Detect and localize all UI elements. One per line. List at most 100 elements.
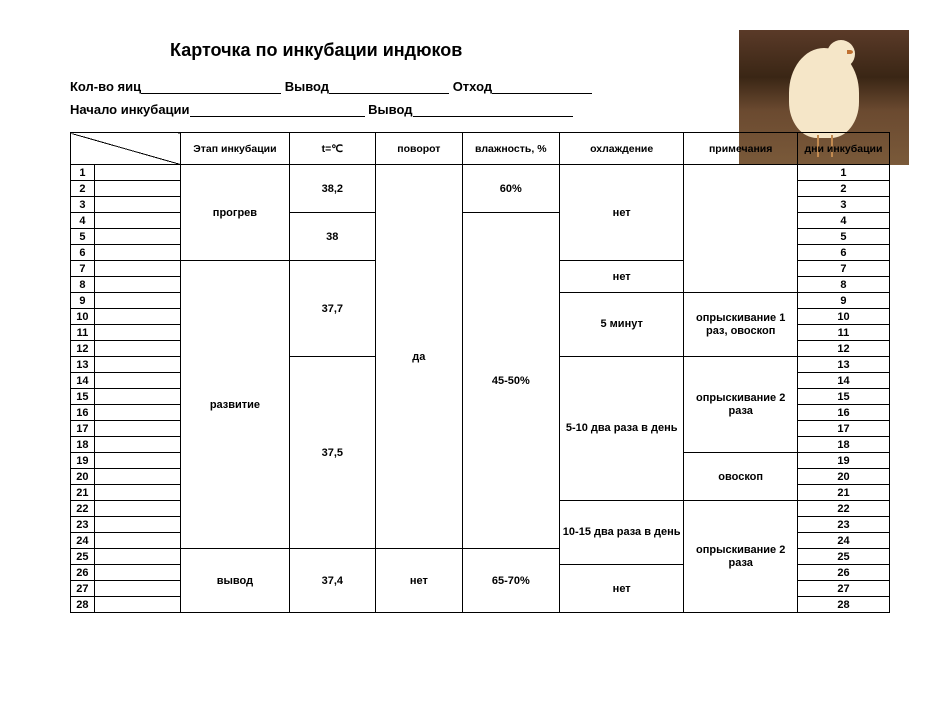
day-cell: 13 — [797, 357, 889, 373]
day-cell: 12 — [797, 341, 889, 357]
day-cell: 17 — [797, 421, 889, 437]
date-cell[interactable] — [94, 261, 181, 277]
cool-no-3: нет — [559, 565, 683, 613]
waste-label: Отход — [453, 79, 492, 94]
day-cell: 24 — [797, 533, 889, 549]
date-cell[interactable] — [94, 165, 181, 181]
stage-hatch: вывод — [181, 549, 289, 613]
day-cell: 2 — [797, 181, 889, 197]
eggs-field[interactable] — [141, 80, 281, 94]
waste-field[interactable] — [492, 80, 592, 94]
idx-cell: 24 — [71, 533, 95, 549]
humid-4550: 45-50% — [462, 213, 559, 549]
hatch-field[interactable] — [329, 80, 449, 94]
cool-no-1: нет — [559, 165, 683, 261]
date-cell[interactable] — [94, 229, 181, 245]
date-cell[interactable] — [94, 341, 181, 357]
table-row: 1 прогрев 38,2 да 60% нет 1 — [71, 165, 890, 181]
day-cell: 16 — [797, 405, 889, 421]
date-cell[interactable] — [94, 485, 181, 501]
date-cell[interactable] — [94, 197, 181, 213]
day-cell: 20 — [797, 469, 889, 485]
date-cell[interactable] — [94, 517, 181, 533]
day-cell: 19 — [797, 453, 889, 469]
hatch2-field[interactable] — [413, 103, 573, 117]
idx-cell: 21 — [71, 485, 95, 501]
day-cell: 11 — [797, 325, 889, 341]
eggs-label: Кол-во яиц — [70, 79, 141, 94]
start-field[interactable] — [190, 103, 365, 117]
date-cell[interactable] — [94, 309, 181, 325]
idx-cell: 19 — [71, 453, 95, 469]
idx-cell: 9 — [71, 293, 95, 309]
turn-no: нет — [376, 549, 463, 613]
cool-no-2: нет — [559, 261, 683, 293]
day-cell: 10 — [797, 309, 889, 325]
date-cell[interactable] — [94, 389, 181, 405]
page-title: Карточка по инкубации индюков — [170, 40, 890, 61]
date-cell[interactable] — [94, 213, 181, 229]
header-diag — [71, 133, 181, 165]
date-cell[interactable] — [94, 181, 181, 197]
idx-cell: 10 — [71, 309, 95, 325]
humid-60: 60% — [462, 165, 559, 213]
date-cell[interactable] — [94, 453, 181, 469]
idx-cell: 27 — [71, 581, 95, 597]
date-cell[interactable] — [94, 581, 181, 597]
date-cell[interactable] — [94, 437, 181, 453]
idx-cell: 18 — [71, 437, 95, 453]
date-cell[interactable] — [94, 325, 181, 341]
day-cell: 22 — [797, 501, 889, 517]
idx-cell: 8 — [71, 277, 95, 293]
header-temp: t=℃ — [289, 133, 376, 165]
idx-cell: 14 — [71, 373, 95, 389]
temp-377: 37,7 — [289, 261, 376, 357]
day-cell: 26 — [797, 565, 889, 581]
header-stage: Этап инкубации — [181, 133, 289, 165]
day-cell: 18 — [797, 437, 889, 453]
header-humidity: влажность, % — [462, 133, 559, 165]
day-cell: 8 — [797, 277, 889, 293]
header-cooling: охлаждение — [559, 133, 683, 165]
date-cell[interactable] — [94, 421, 181, 437]
date-cell[interactable] — [94, 277, 181, 293]
idx-cell: 17 — [71, 421, 95, 437]
date-cell[interactable] — [94, 565, 181, 581]
idx-cell: 12 — [71, 341, 95, 357]
day-cell: 9 — [797, 293, 889, 309]
idx-cell: 22 — [71, 501, 95, 517]
form-line-2: Начало инкубации Вывод — [70, 102, 890, 117]
date-cell[interactable] — [94, 245, 181, 261]
date-cell[interactable] — [94, 549, 181, 565]
idx-cell: 3 — [71, 197, 95, 213]
note-empty-1 — [684, 165, 798, 293]
idx-cell: 5 — [71, 229, 95, 245]
note-spray2b: опрыскивание 2 раза — [684, 501, 798, 613]
note-spray2: опрыскивание 2 раза — [684, 357, 798, 453]
day-cell: 14 — [797, 373, 889, 389]
date-cell[interactable] — [94, 501, 181, 517]
idx-cell: 1 — [71, 165, 95, 181]
date-cell[interactable] — [94, 373, 181, 389]
day-cell: 7 — [797, 261, 889, 277]
date-cell[interactable] — [94, 469, 181, 485]
idx-cell: 6 — [71, 245, 95, 261]
date-cell[interactable] — [94, 405, 181, 421]
idx-cell: 11 — [71, 325, 95, 341]
idx-cell: 23 — [71, 517, 95, 533]
idx-cell: 13 — [71, 357, 95, 373]
temp-375: 37,5 — [289, 357, 376, 549]
form-line-1: Кол-во яиц Вывод Отход — [70, 79, 890, 94]
date-cell[interactable] — [94, 533, 181, 549]
humid-6570: 65-70% — [462, 549, 559, 613]
date-cell[interactable] — [94, 357, 181, 373]
day-cell: 23 — [797, 517, 889, 533]
date-cell[interactable] — [94, 293, 181, 309]
temp-38: 38 — [289, 213, 376, 261]
header-days: дни инкубации — [797, 133, 889, 165]
day-cell: 21 — [797, 485, 889, 501]
date-cell[interactable] — [94, 597, 181, 613]
day-cell: 27 — [797, 581, 889, 597]
incubation-table: Этап инкубации t=℃ поворот влажность, % … — [70, 132, 890, 613]
day-cell: 15 — [797, 389, 889, 405]
